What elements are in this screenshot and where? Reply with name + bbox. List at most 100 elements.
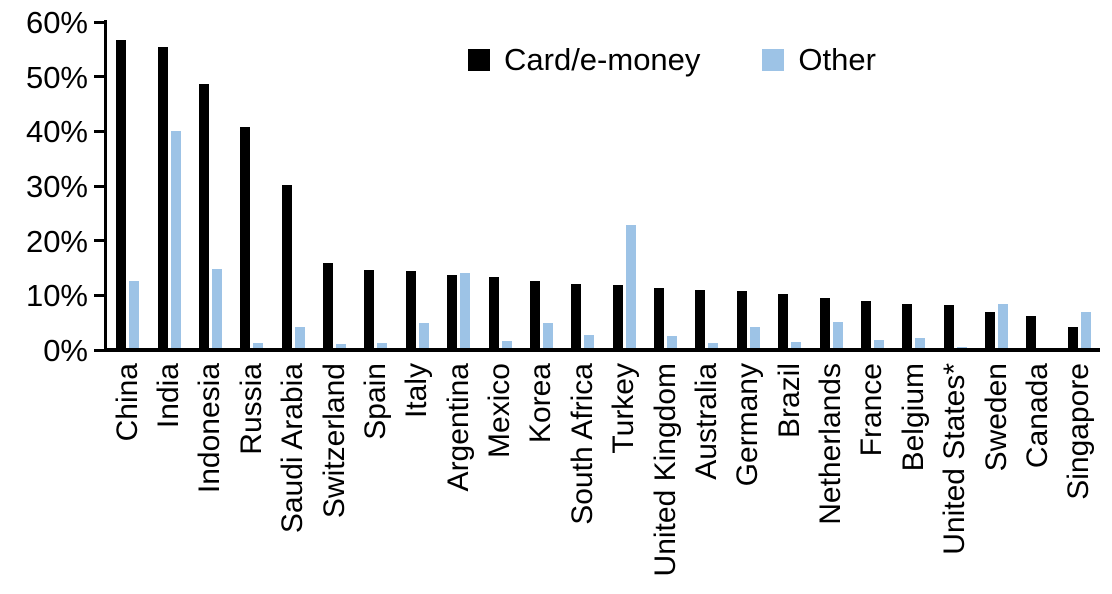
- bar-group: [686, 20, 727, 348]
- x-tick-label: Mexico: [483, 363, 517, 459]
- bar-card-e-money: [819, 298, 830, 348]
- x-label-cell: Sweden: [976, 363, 1017, 591]
- bar-group: [1059, 20, 1100, 348]
- bar-group: [562, 20, 603, 348]
- bar-group: [976, 20, 1017, 348]
- bar-card-e-money: [1026, 316, 1037, 348]
- bar-group: [935, 20, 976, 348]
- bar-other: [418, 323, 429, 348]
- x-label-cell: Netherlands: [810, 363, 851, 591]
- x-tick-label: Switzerland: [317, 363, 351, 519]
- bar-card-e-money: [157, 47, 168, 348]
- x-label-cell: China: [107, 363, 148, 591]
- bar-other: [584, 334, 595, 348]
- y-tick-label: 20%: [25, 223, 88, 259]
- bar-other: [129, 280, 140, 348]
- bar-group: [604, 20, 645, 348]
- x-label-cell: India: [148, 363, 189, 591]
- x-label-cell: Indonesia: [190, 363, 231, 591]
- legend-swatch-other: [762, 48, 785, 71]
- bar-group: [438, 20, 479, 348]
- bar-other: [211, 268, 222, 348]
- y-tick-label: 50%: [25, 59, 88, 95]
- bar-group: [355, 20, 396, 348]
- x-label-cell: Russia: [231, 363, 272, 591]
- y-axis-tick: [94, 129, 105, 133]
- bar-other: [708, 343, 719, 348]
- bar-group: [810, 20, 851, 348]
- x-tick-label: United Kingdom: [648, 363, 682, 577]
- x-tick-label: Germany: [731, 363, 765, 487]
- bar-other: [873, 339, 884, 348]
- bar-group: [893, 20, 934, 348]
- x-tick-label: Brazil: [772, 363, 806, 439]
- bar-group: [148, 20, 189, 348]
- bar-card-e-money: [778, 293, 789, 348]
- x-tick-label: Indonesia: [193, 363, 227, 494]
- bar-other: [542, 322, 553, 348]
- bar-group: [107, 20, 148, 348]
- x-tick-label: India: [152, 363, 186, 429]
- bar-card-e-money: [1067, 326, 1078, 348]
- legend-label-card-e-money: Card/e-money: [504, 42, 701, 77]
- bar-other: [956, 346, 967, 348]
- bar-card-e-money: [488, 277, 499, 348]
- x-label-cell: France: [852, 363, 893, 591]
- bar-card-e-money: [198, 83, 209, 348]
- bar-other: [294, 327, 305, 348]
- x-label-cell: Australia: [686, 363, 727, 591]
- x-label-cell: Switzerland: [314, 363, 355, 591]
- x-label-cell: South Africa: [562, 363, 603, 591]
- x-label-cell: Italy: [397, 363, 438, 591]
- bar-group: [728, 20, 769, 348]
- x-label-cell: United States*: [935, 363, 976, 591]
- bar-group: [479, 20, 520, 348]
- x-axis-line: [104, 348, 1100, 352]
- bar-other: [791, 342, 802, 348]
- bar-card-e-money: [902, 303, 913, 348]
- x-label-cell: Korea: [521, 363, 562, 591]
- x-tick-label: Korea: [524, 363, 558, 444]
- x-label-cell: Turkey: [604, 363, 645, 591]
- x-label-cell: Brazil: [769, 363, 810, 591]
- legend-swatch-card-e-money: [468, 48, 490, 71]
- x-label-cell: Saudi Arabia: [273, 363, 314, 591]
- bar-card-e-money: [736, 290, 747, 348]
- bar-card-e-money: [985, 312, 996, 348]
- bar-other: [915, 337, 926, 348]
- bar-other: [667, 335, 678, 348]
- bar-card-e-money: [281, 185, 292, 348]
- x-label-cell: United Kingdom: [645, 363, 686, 591]
- x-label-cell: Germany: [728, 363, 769, 591]
- bar-card-e-money: [695, 289, 706, 348]
- plot-area: [107, 20, 1100, 348]
- x-label-cell: Mexico: [479, 363, 520, 591]
- x-tick-label: Argentina: [441, 363, 475, 492]
- bar-group: [231, 20, 272, 348]
- bar-other: [749, 327, 760, 348]
- bar-other: [377, 342, 388, 348]
- chart-legend: Card/e-money Other: [468, 44, 876, 75]
- x-label-cell: Argentina: [438, 363, 479, 591]
- bar-card-e-money: [612, 284, 623, 348]
- bar-card-e-money: [323, 262, 334, 348]
- bar-group: [769, 20, 810, 348]
- x-tick-label: Turkey: [607, 363, 641, 454]
- bar-other: [460, 272, 471, 348]
- x-tick-label: Sweden: [979, 363, 1013, 472]
- x-tick-label: Singapore: [1062, 363, 1096, 500]
- bar-group: [1017, 20, 1058, 348]
- bar-card-e-money: [405, 270, 416, 348]
- x-tick-label: United States*: [938, 363, 972, 555]
- x-tick-label: Canada: [1020, 363, 1054, 469]
- x-tick-label: Belgium: [896, 363, 930, 472]
- y-axis-tick: [94, 293, 105, 297]
- bar-card-e-money: [240, 126, 251, 348]
- bar-other: [998, 303, 1009, 348]
- x-tick-label: Spain: [358, 363, 392, 440]
- y-axis-tick: [94, 75, 105, 79]
- y-tick-label: 60%: [25, 5, 88, 40]
- y-axis-tick: [94, 184, 105, 188]
- legend-label-other: Other: [798, 42, 876, 77]
